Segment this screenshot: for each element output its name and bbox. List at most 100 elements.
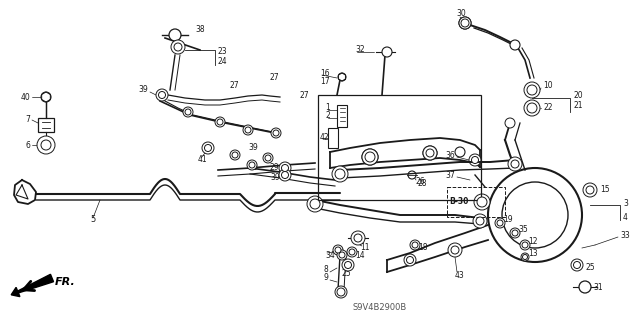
Circle shape	[469, 154, 481, 166]
Text: 32: 32	[355, 46, 365, 55]
Text: 41: 41	[198, 155, 207, 165]
Text: 39: 39	[270, 174, 280, 182]
Circle shape	[495, 218, 505, 228]
Text: 40: 40	[20, 93, 30, 101]
Text: 27: 27	[270, 73, 280, 83]
Text: 6: 6	[25, 140, 30, 150]
Text: 43: 43	[455, 271, 465, 279]
Circle shape	[332, 166, 348, 182]
Text: 15: 15	[600, 186, 610, 195]
Circle shape	[527, 85, 537, 95]
Text: 12: 12	[528, 238, 538, 247]
Text: 1: 1	[325, 103, 330, 113]
Circle shape	[174, 43, 182, 51]
Circle shape	[338, 73, 346, 81]
Circle shape	[263, 153, 273, 163]
Circle shape	[215, 117, 225, 127]
Text: 3: 3	[623, 198, 628, 207]
Circle shape	[476, 217, 484, 225]
Circle shape	[423, 146, 437, 160]
Circle shape	[586, 186, 594, 194]
Circle shape	[344, 262, 351, 269]
Circle shape	[337, 250, 347, 260]
Text: 33: 33	[620, 231, 630, 240]
Circle shape	[37, 136, 55, 154]
Circle shape	[573, 262, 580, 269]
Bar	[38, 118, 54, 132]
Text: 38: 38	[195, 26, 205, 34]
Circle shape	[41, 92, 51, 102]
Text: 30: 30	[456, 9, 466, 18]
Circle shape	[477, 197, 487, 207]
Circle shape	[335, 286, 347, 298]
Circle shape	[279, 169, 291, 181]
Circle shape	[404, 254, 416, 266]
Text: 7: 7	[25, 115, 30, 124]
Circle shape	[347, 247, 357, 257]
Text: 35: 35	[518, 226, 528, 234]
Circle shape	[410, 240, 420, 250]
Text: 36: 36	[445, 151, 455, 160]
Circle shape	[505, 118, 515, 128]
Bar	[447, 187, 505, 217]
Circle shape	[365, 152, 375, 162]
Text: 39: 39	[138, 85, 148, 94]
Circle shape	[247, 160, 257, 170]
Circle shape	[230, 150, 240, 160]
Circle shape	[249, 162, 255, 168]
Circle shape	[217, 119, 223, 125]
Text: 27: 27	[230, 80, 239, 90]
Circle shape	[271, 128, 281, 138]
Circle shape	[41, 140, 51, 150]
Bar	[318, 95, 481, 200]
Circle shape	[448, 243, 462, 257]
Circle shape	[426, 149, 434, 157]
Text: 34: 34	[325, 250, 335, 259]
Text: 20: 20	[573, 91, 582, 100]
Circle shape	[455, 147, 465, 157]
Circle shape	[527, 103, 537, 113]
Circle shape	[232, 152, 238, 158]
Circle shape	[510, 40, 520, 50]
Circle shape	[335, 247, 341, 253]
Circle shape	[473, 214, 487, 228]
Bar	[328, 128, 338, 148]
Circle shape	[502, 182, 568, 248]
Circle shape	[522, 242, 528, 248]
Text: 19: 19	[503, 216, 513, 225]
Circle shape	[183, 107, 193, 117]
Circle shape	[273, 130, 279, 136]
Text: 29: 29	[270, 164, 280, 173]
Circle shape	[461, 19, 469, 27]
Circle shape	[339, 252, 345, 258]
Circle shape	[362, 149, 378, 165]
Circle shape	[459, 17, 471, 29]
Text: 42: 42	[320, 133, 330, 143]
Text: 39: 39	[248, 144, 258, 152]
Circle shape	[474, 194, 490, 210]
Circle shape	[351, 231, 365, 245]
Circle shape	[451, 246, 459, 254]
Text: 26: 26	[415, 177, 424, 187]
Circle shape	[335, 169, 345, 179]
Circle shape	[169, 29, 181, 41]
Circle shape	[408, 171, 416, 179]
Circle shape	[423, 146, 437, 160]
Text: 13: 13	[528, 249, 538, 258]
Circle shape	[282, 165, 289, 172]
Text: 23: 23	[218, 48, 228, 56]
Circle shape	[307, 196, 323, 212]
Polygon shape	[18, 274, 54, 293]
Text: 27: 27	[300, 91, 310, 100]
Circle shape	[579, 281, 591, 293]
Text: 16: 16	[320, 69, 330, 78]
Circle shape	[185, 109, 191, 115]
Circle shape	[571, 259, 583, 271]
Circle shape	[520, 240, 530, 250]
Circle shape	[488, 168, 582, 262]
Circle shape	[171, 40, 185, 54]
Circle shape	[472, 157, 479, 164]
Text: 22: 22	[543, 103, 552, 113]
Circle shape	[265, 155, 271, 161]
Text: 11: 11	[360, 243, 369, 253]
